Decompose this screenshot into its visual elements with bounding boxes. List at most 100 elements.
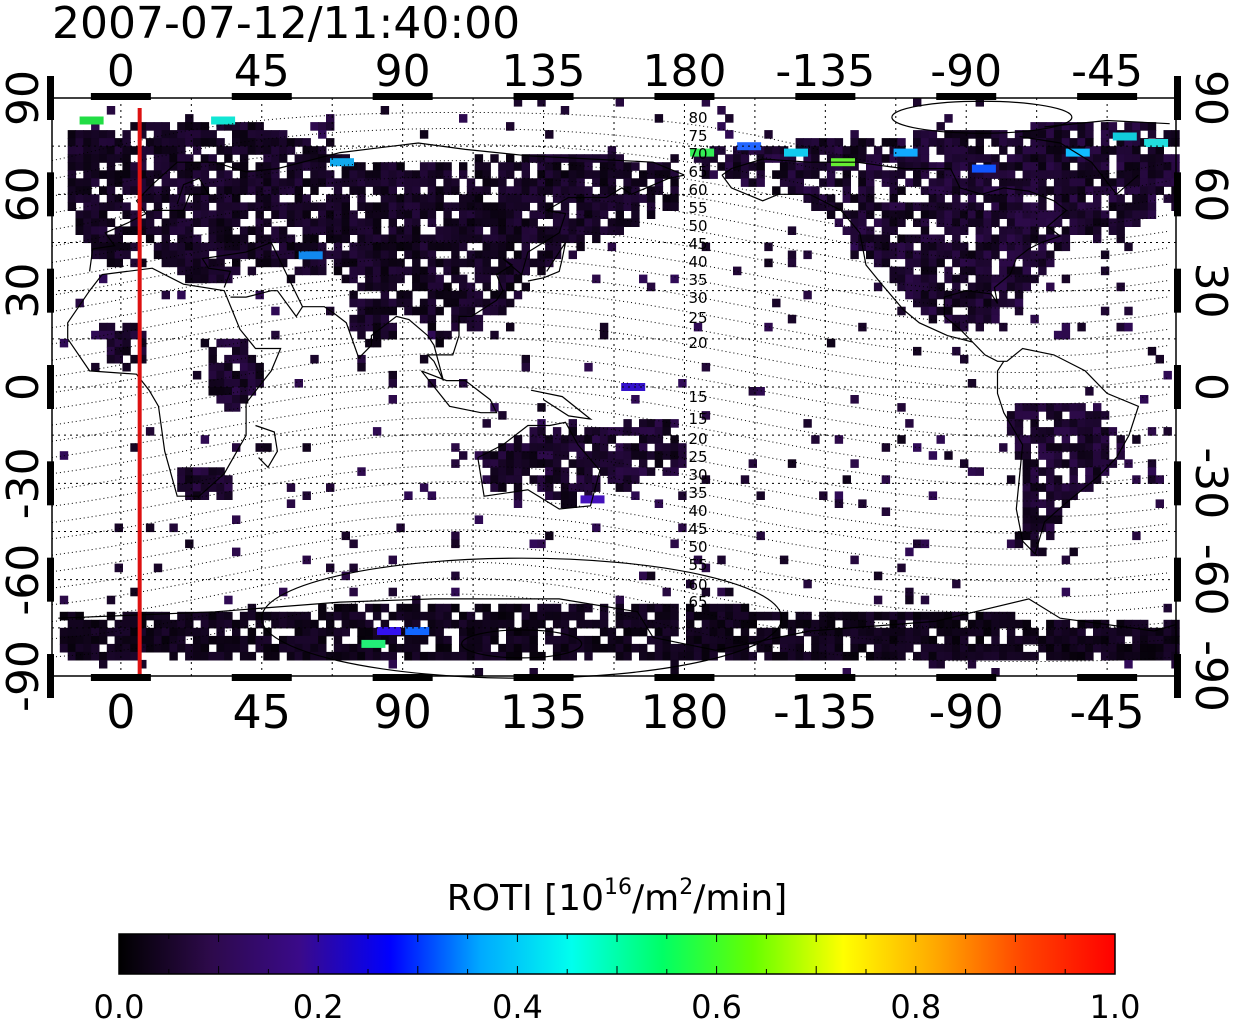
roti-cell xyxy=(701,587,711,597)
roti-cell xyxy=(639,427,648,436)
roti-cell xyxy=(1077,322,1086,332)
roti-cell xyxy=(1124,218,1133,227)
roti-cell xyxy=(881,234,891,244)
roti-cell xyxy=(1053,403,1063,412)
roti-cell xyxy=(1053,427,1063,436)
roti-cell xyxy=(1069,170,1078,179)
roti-cell xyxy=(1046,250,1055,260)
roti-cell xyxy=(944,114,953,123)
roti-cell xyxy=(490,298,499,308)
roti-cell xyxy=(537,266,546,276)
roti-cell xyxy=(294,242,303,252)
roti-cell xyxy=(592,523,601,533)
roti-cell xyxy=(1140,651,1149,661)
roti-cell xyxy=(286,619,296,629)
roti-cell xyxy=(263,258,272,268)
roti-cell xyxy=(498,651,507,661)
roti-cell xyxy=(333,210,343,219)
roti-cell xyxy=(834,218,844,227)
roti-cell xyxy=(1132,531,1141,541)
roti-cell xyxy=(1046,138,1055,147)
roti-cell xyxy=(1030,210,1039,219)
roti-cell xyxy=(466,210,476,219)
roti-cell xyxy=(850,194,859,203)
roti-cell xyxy=(318,162,327,171)
roti-cell xyxy=(200,467,210,476)
roti-cell xyxy=(506,651,515,661)
roti-cell xyxy=(733,635,742,645)
roti-cell xyxy=(302,146,311,155)
roti-cell xyxy=(1069,210,1078,219)
roti-cell xyxy=(537,427,546,436)
frame-tick-top xyxy=(231,93,292,100)
roti-cell xyxy=(451,539,460,549)
magnetic-latitude-contour xyxy=(51,513,1170,582)
roti-cell xyxy=(114,170,123,179)
roti-cell xyxy=(960,138,969,147)
roti-cell xyxy=(91,619,100,629)
roti-cell xyxy=(670,154,679,163)
roti-cell xyxy=(1030,274,1039,284)
roti-cell xyxy=(271,619,280,629)
roti-cell xyxy=(91,210,100,219)
roti-cell xyxy=(975,186,984,195)
roti-cell xyxy=(177,138,186,147)
roti-cell xyxy=(435,651,444,661)
roti-cell xyxy=(192,170,202,179)
roti-cell xyxy=(748,651,757,661)
roti-cell xyxy=(75,635,84,645)
roti-cell xyxy=(725,651,734,661)
roti-cell xyxy=(185,258,194,268)
roti-cell xyxy=(59,627,69,637)
roti-cell xyxy=(67,154,77,163)
roti-cell xyxy=(466,322,476,332)
magnetic-latitude-contour xyxy=(51,160,1170,229)
roti-cell xyxy=(1100,643,1110,653)
roti-cell xyxy=(208,266,217,276)
roti-cell xyxy=(1100,427,1110,436)
roti-cell xyxy=(271,651,280,661)
roti-cell xyxy=(271,186,280,195)
roti-cell xyxy=(725,627,734,637)
roti-cell xyxy=(975,274,984,284)
roti-cell xyxy=(905,643,914,653)
roti-cell xyxy=(529,443,538,452)
roti-cell xyxy=(607,242,617,252)
roti-cell xyxy=(83,643,92,653)
roti-cell xyxy=(474,603,484,613)
roti-cell xyxy=(897,643,906,653)
roti-cell xyxy=(255,226,264,235)
roti-cell xyxy=(279,146,288,155)
roti-cell xyxy=(412,202,421,211)
roti-cell xyxy=(866,250,875,260)
roti-cell xyxy=(999,170,1008,179)
roti-cell xyxy=(1163,154,1172,163)
roti-cell xyxy=(482,611,491,621)
roti-cell xyxy=(333,266,343,276)
roti-cell xyxy=(404,306,413,316)
roti-cell xyxy=(631,194,640,203)
magnetic-latitude-contours xyxy=(51,100,1170,679)
roti-cell xyxy=(302,162,311,171)
roti-cell xyxy=(404,194,413,203)
roti-cell xyxy=(302,443,311,452)
roti-cell xyxy=(1030,651,1039,661)
roti-cell xyxy=(1085,483,1094,492)
roti-cell xyxy=(380,242,390,252)
roti-cell xyxy=(952,298,961,308)
frame-tick-bottom xyxy=(372,674,433,681)
roti-cell xyxy=(224,122,233,131)
roti-cell xyxy=(897,138,906,147)
roti-cell xyxy=(388,226,397,235)
roti-cell xyxy=(646,202,656,211)
roti-cell xyxy=(545,170,554,179)
roti-cell xyxy=(936,234,945,244)
roti-cell xyxy=(1046,459,1055,468)
roti-cell xyxy=(560,154,570,163)
magnetic-latitude-contour xyxy=(51,256,1170,325)
roti-cell xyxy=(1006,651,1016,661)
roti-cell xyxy=(200,202,210,211)
roti-cell xyxy=(443,619,452,629)
roti-cell xyxy=(913,290,922,300)
roti-cell xyxy=(310,234,319,244)
